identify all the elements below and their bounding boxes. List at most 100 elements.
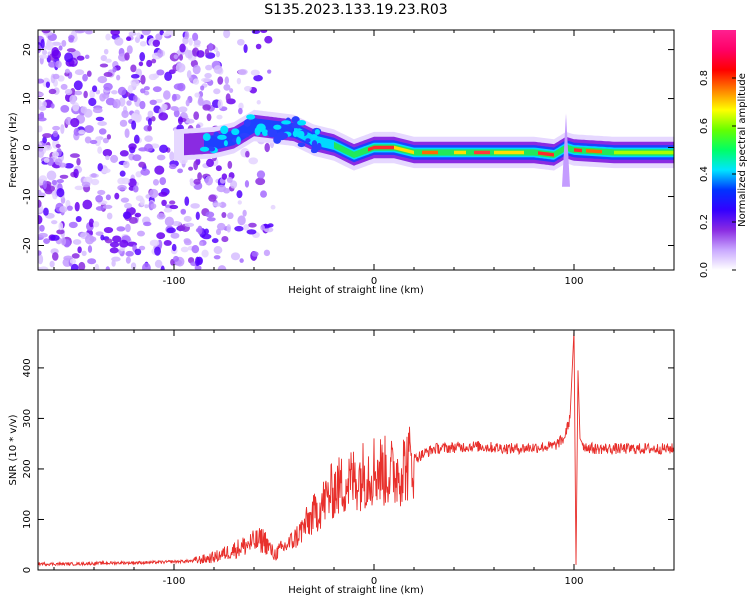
- spectrogram-noise-blob: [196, 256, 203, 266]
- spectrogram-transition-blob: [281, 120, 292, 125]
- spectrogram-noise-blob: [126, 45, 133, 55]
- spectrogram-noise-blob: [160, 265, 165, 270]
- spectrogram-noise-blob: [253, 74, 263, 82]
- spectrogram-noise-blob: [46, 170, 57, 181]
- spectrogram-noise-blob: [164, 216, 175, 227]
- spectrogram-noise-blob: [171, 93, 177, 102]
- snr-ylabel: SNR (10 * v/v): [8, 414, 19, 485]
- spectrogram-transition-blob: [297, 142, 306, 148]
- spectrogram-noise-blob: [143, 86, 150, 91]
- spectrogram-noise-blob: [83, 108, 93, 118]
- spectrogram-noise-blob: [87, 258, 97, 265]
- spectrogram-noise-blob: [124, 202, 133, 209]
- spectrogram-noise-blob: [204, 48, 210, 56]
- spectrogram-noise-blob: [42, 136, 47, 144]
- spectrogram-hotspot: [614, 150, 674, 155]
- spectrogram-noise-blob: [243, 43, 248, 54]
- spectrogram-noise-blob: [236, 190, 243, 199]
- spectrogram-noise-blob: [106, 134, 112, 140]
- spectrogram-noise-blob: [255, 177, 266, 186]
- spectrogram-noise-blob: [102, 137, 109, 144]
- spectrogram-noise-blob: [190, 203, 200, 209]
- spectrogram-noise-blob: [184, 49, 192, 59]
- spectrogram-noise-blob: [140, 168, 150, 176]
- spectrogram-noise-blob: [130, 64, 137, 73]
- spectrogram-noise-blob: [68, 35, 75, 41]
- spectrogram-xlabel: Height of straight line (km): [288, 285, 424, 296]
- spectrogram-noise-blob: [69, 258, 77, 264]
- spectrogram-noise-blob: [48, 88, 57, 95]
- spectrogram-noise-blob: [92, 221, 100, 228]
- spectrogram-transition-blob: [213, 131, 220, 138]
- spectrogram-noise-blob: [112, 235, 122, 243]
- spectrogram-noise-blob: [178, 106, 188, 113]
- spectrogram-noise-blob: [72, 102, 80, 112]
- spectrogram-noise-blob: [89, 89, 95, 99]
- spectrogram-noise-blob: [60, 237, 67, 246]
- spectrogram-noise-blob: [136, 32, 141, 39]
- spectrogram-noise-blob: [104, 238, 113, 244]
- spectrogram-noise-blob: [55, 143, 61, 148]
- spectrogram-noise-blob: [134, 212, 142, 218]
- spectrogram-noise-blob: [171, 106, 179, 112]
- spectrogram-transition-blob: [267, 128, 278, 138]
- spectrogram-noise-blob: [103, 82, 113, 91]
- spectrogram-noise-blob: [155, 98, 163, 104]
- spectrogram-noise-blob: [56, 187, 65, 198]
- spectrogram-noise-blob: [184, 31, 190, 40]
- spectrogram-noise-blob: [138, 245, 146, 251]
- spectrogram-noise-blob: [236, 77, 241, 85]
- spectrogram-noise-blob: [97, 146, 103, 154]
- spectrogram-noise-blob: [226, 176, 233, 183]
- spectrogram-noise-blob: [248, 222, 257, 228]
- spectrogram-noise-blob: [156, 69, 165, 76]
- spectrogram-noise-blob: [250, 69, 260, 76]
- spectrogram-noise-blob: [125, 91, 131, 97]
- spectrogram-noise-blob: [94, 263, 100, 270]
- spectrogram-noise-blob: [89, 139, 98, 145]
- spectrogram-noise-blob: [60, 83, 68, 90]
- snr-ticks: -100 0 100 0 100 200 300 400: [22, 330, 674, 587]
- spectrogram-ytick-label: -20: [22, 237, 33, 253]
- spectrogram-noise-blob: [243, 224, 250, 231]
- spectrogram-noise-blob: [130, 262, 137, 270]
- spectrogram-noise-blob: [105, 266, 110, 270]
- spectrogram-noise-blob: [143, 221, 152, 227]
- snr-ytick-label: 0: [22, 567, 33, 573]
- spectrogram-noise-blob: [146, 59, 153, 68]
- spectrogram-noise-blob: [88, 218, 95, 228]
- spectrogram-noise-blob: [126, 100, 132, 106]
- spectrogram-noise-blob: [238, 107, 243, 115]
- spectrogram-noise-blob: [171, 220, 182, 227]
- spectrogram-noise-blob: [242, 209, 247, 217]
- spectrogram-noise-blob: [170, 232, 180, 239]
- spectrogram-hotspot: [574, 148, 582, 153]
- spectrogram-noise-blob: [95, 89, 101, 95]
- spectrogram-noise-blob: [74, 69, 85, 76]
- spectrogram-noise-blob: [116, 74, 121, 81]
- spectrogram-noise-blob: [64, 88, 73, 96]
- spectrogram-noise-blob: [227, 212, 234, 220]
- spectrogram-noise-blob: [43, 157, 50, 163]
- spectrogram-noise-blob: [205, 64, 213, 71]
- spectrogram-noise-blob: [38, 189, 42, 196]
- spectrogram-noise-blob: [83, 90, 88, 99]
- spectrogram-xtick-label: 0: [371, 276, 377, 287]
- spectrogram-noise-blob: [45, 185, 56, 192]
- spectrogram-noise-blob: [192, 32, 199, 42]
- spectrogram-noise-blob: [239, 258, 244, 263]
- spectrogram-noise-blob: [215, 228, 222, 236]
- spectrogram-noise-blob: [75, 215, 82, 223]
- spectrogram-noise-blob: [55, 60, 62, 68]
- spectrogram-transition-blob: [311, 134, 318, 139]
- spectrogram-ytick-label: -10: [22, 188, 33, 204]
- spectrogram-noise-blob: [154, 259, 163, 268]
- spectrogram-noise-blob: [90, 173, 97, 178]
- spectrogram-noise-blob: [68, 221, 78, 229]
- spectrogram-noise-blob: [173, 54, 179, 60]
- spectrogram-transition-blob: [246, 114, 256, 120]
- spectrogram-noise-blob: [138, 61, 144, 67]
- spectrogram-transition-blob: [199, 146, 210, 152]
- spectrogram-noise-blob: [39, 111, 45, 118]
